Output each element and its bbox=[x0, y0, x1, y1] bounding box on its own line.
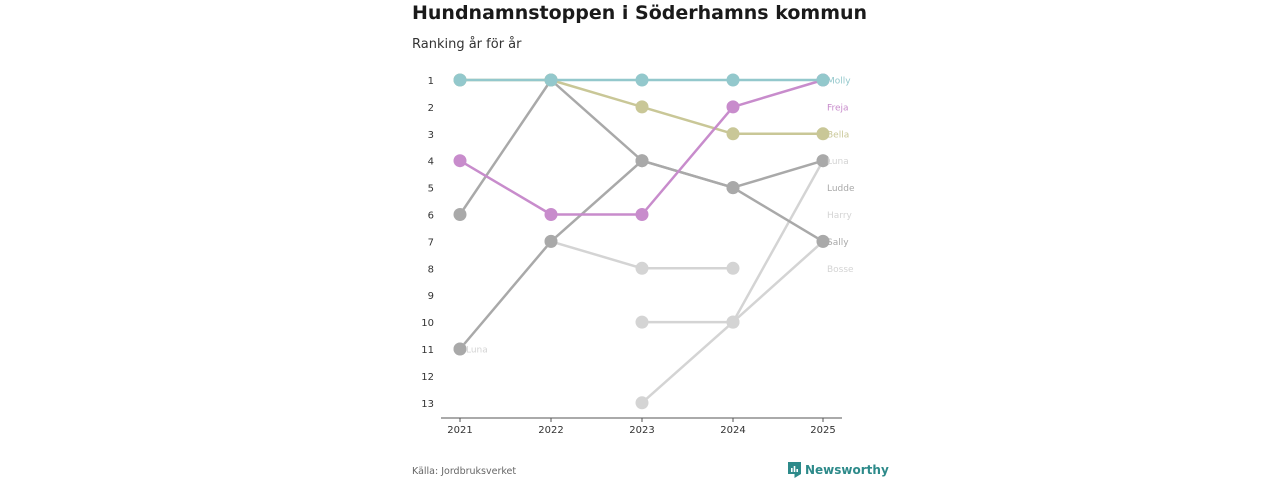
newsworthy-logo-icon bbox=[788, 462, 801, 478]
data-point-ludde bbox=[816, 154, 830, 168]
x-tick-label: 2025 bbox=[810, 425, 835, 436]
data-point-molly bbox=[635, 73, 649, 87]
chart-subtitle: Ranking år för år bbox=[412, 37, 522, 52]
data-point-sally bbox=[635, 154, 649, 168]
data-point-bosse bbox=[635, 315, 649, 329]
data-point-molly bbox=[544, 73, 558, 87]
data-point-luna bbox=[726, 315, 740, 329]
data-point-ludde bbox=[453, 342, 467, 356]
data-point-sally bbox=[816, 234, 830, 248]
series-line-luna bbox=[640, 159, 825, 405]
data-point-freja bbox=[726, 100, 740, 114]
annotation-label: Luna bbox=[466, 346, 488, 356]
y-tick-label: 4 bbox=[428, 157, 434, 168]
chart-title: Hundnamnstoppen i Söderhamns kommun bbox=[412, 2, 868, 24]
data-point-molly bbox=[453, 73, 467, 87]
brand-name: Newsworthy bbox=[805, 463, 889, 477]
series-line-bosse bbox=[640, 240, 825, 324]
data-point-harry bbox=[635, 261, 649, 275]
end-label-ludde: Ludde bbox=[827, 184, 855, 194]
data-point-ludde bbox=[544, 234, 558, 248]
data-point-bella bbox=[635, 100, 649, 114]
end-label-freja: Freja bbox=[827, 103, 849, 113]
end-label-bella: Bella bbox=[827, 130, 849, 140]
y-tick-label: 9 bbox=[428, 291, 434, 302]
end-label-harry: Harry bbox=[827, 211, 853, 221]
end-label-bosse: Bosse bbox=[827, 265, 854, 275]
y-tick-label: 6 bbox=[428, 211, 434, 222]
end-label-sally: Sally bbox=[827, 238, 849, 248]
x-tick-label: 2021 bbox=[447, 425, 472, 436]
y-tick-label: 13 bbox=[421, 399, 434, 410]
y-tick-label: 11 bbox=[421, 345, 434, 356]
y-tick-label: 1 bbox=[428, 76, 434, 87]
data-point-bella bbox=[726, 127, 740, 141]
end-label-luna: Luna bbox=[827, 157, 849, 167]
x-tick-label: 2024 bbox=[720, 425, 745, 436]
data-point-sally bbox=[726, 181, 740, 195]
series-line-freja bbox=[458, 78, 825, 216]
data-point-bella bbox=[816, 127, 830, 141]
source-note: Källa: Jordbruksverket bbox=[412, 466, 517, 477]
y-tick-label: 12 bbox=[421, 372, 434, 383]
brand-logo: Newsworthy bbox=[788, 462, 889, 478]
data-point-luna bbox=[635, 396, 649, 410]
y-tick-label: 3 bbox=[428, 130, 434, 141]
data-point-freja bbox=[453, 154, 467, 168]
data-point-freja bbox=[544, 208, 558, 221]
y-tick-label: 7 bbox=[428, 237, 434, 248]
y-tick-label: 5 bbox=[428, 184, 434, 195]
x-tick-label: 2023 bbox=[629, 425, 654, 436]
data-point-sally bbox=[453, 208, 467, 221]
data-point-molly bbox=[816, 73, 830, 87]
y-tick-label: 10 bbox=[421, 318, 434, 329]
data-point-freja bbox=[635, 208, 649, 221]
y-tick-label: 2 bbox=[428, 103, 434, 114]
end-label-molly: Molly bbox=[827, 77, 851, 87]
y-tick-label: 8 bbox=[428, 264, 434, 275]
data-point-molly bbox=[726, 73, 740, 87]
x-tick-label: 2022 bbox=[538, 425, 563, 436]
data-point-harry bbox=[726, 261, 740, 275]
